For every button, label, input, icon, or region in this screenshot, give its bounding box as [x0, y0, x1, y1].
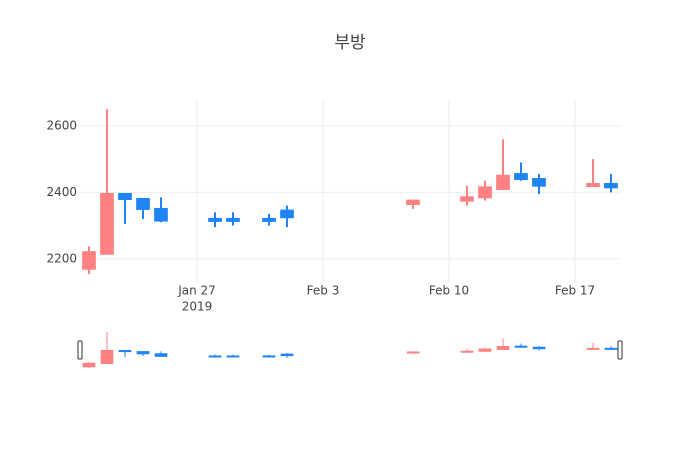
candle-body — [100, 350, 114, 365]
range-handle[interactable] — [617, 340, 623, 360]
y-tick-label: 2400 — [46, 185, 77, 199]
x-tick-label: Feb 3 — [307, 284, 340, 298]
candle-body — [514, 345, 528, 348]
candle-body — [604, 183, 618, 189]
candle-body — [262, 355, 276, 358]
x-tick-label: Jan 27 — [177, 284, 216, 298]
candle-body — [118, 350, 132, 353]
y-tick-label: 2200 — [46, 251, 77, 265]
candle-body — [496, 346, 510, 350]
candle-body — [118, 192, 132, 200]
candle-body — [136, 351, 150, 355]
candle-body — [82, 251, 96, 270]
candle-body — [280, 209, 294, 219]
candle-body — [496, 174, 510, 191]
x-tick-label: Feb 10 — [429, 284, 469, 298]
candle-body — [586, 183, 600, 188]
candle-body — [514, 173, 528, 181]
candle-body — [406, 351, 420, 354]
candle-body — [406, 199, 420, 205]
candle-body — [532, 346, 546, 350]
candle-body — [604, 347, 618, 350]
x-tick-label: Feb 17 — [555, 284, 595, 298]
candle-body — [136, 197, 150, 210]
candle-body — [226, 217, 240, 222]
candle-body — [226, 355, 240, 358]
range-handle[interactable] — [77, 340, 83, 360]
candle-body — [154, 207, 168, 222]
candle-body — [532, 178, 546, 187]
candle-body — [460, 350, 474, 353]
candle-body — [478, 186, 492, 199]
candle-body — [82, 362, 96, 368]
x-year-label: 2019 — [182, 300, 213, 314]
y-tick-label: 2600 — [46, 118, 77, 132]
candle-body — [586, 347, 600, 350]
candle-body — [208, 217, 222, 222]
candle-body — [478, 348, 492, 352]
candle-body — [280, 353, 294, 357]
candle-body — [154, 353, 168, 357]
chart-title: 부방 — [334, 33, 366, 53]
candle-body — [100, 192, 114, 255]
candle-body — [262, 217, 276, 222]
candle-body — [208, 355, 222, 358]
candle-body — [460, 196, 474, 202]
